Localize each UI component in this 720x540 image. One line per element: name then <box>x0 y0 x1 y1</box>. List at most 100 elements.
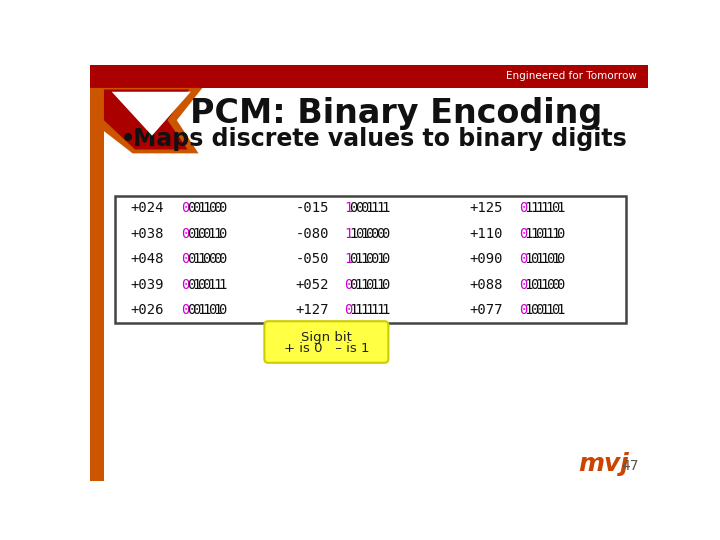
Text: +048: +048 <box>130 252 164 266</box>
Text: 0: 0 <box>546 278 554 292</box>
Text: 0: 0 <box>181 227 190 241</box>
Text: 47: 47 <box>621 459 639 473</box>
Text: 0: 0 <box>186 227 195 241</box>
Text: 1: 1 <box>365 201 374 215</box>
Text: 0: 0 <box>181 303 190 317</box>
Text: 0: 0 <box>213 252 222 266</box>
Text: 1: 1 <box>355 278 363 292</box>
Text: 0: 0 <box>192 201 200 215</box>
Text: +110: +110 <box>469 227 503 241</box>
Text: 1: 1 <box>202 201 211 215</box>
FancyBboxPatch shape <box>114 195 626 323</box>
Text: 0: 0 <box>530 303 539 317</box>
Text: 1: 1 <box>381 303 390 317</box>
Text: 1: 1 <box>371 278 379 292</box>
Text: 0: 0 <box>181 252 190 266</box>
Text: 1: 1 <box>344 227 353 241</box>
Text: 1: 1 <box>197 303 206 317</box>
Text: 1: 1 <box>530 201 539 215</box>
Text: 0: 0 <box>519 278 528 292</box>
Text: +039: +039 <box>130 278 164 292</box>
Polygon shape <box>90 88 202 153</box>
Text: 1: 1 <box>355 252 363 266</box>
Text: 1: 1 <box>541 252 549 266</box>
Text: 0: 0 <box>557 227 564 241</box>
Text: -080: -080 <box>295 227 329 241</box>
Text: 1: 1 <box>213 278 222 292</box>
Text: 1: 1 <box>192 252 200 266</box>
Text: 1: 1 <box>525 201 533 215</box>
Text: 0: 0 <box>218 252 227 266</box>
Text: 1: 1 <box>535 252 544 266</box>
Text: 0: 0 <box>344 303 353 317</box>
Polygon shape <box>104 90 189 150</box>
Text: -050: -050 <box>295 252 329 266</box>
Text: Maps discrete values to binary digits: Maps discrete values to binary digits <box>132 127 626 152</box>
Text: 1: 1 <box>349 303 358 317</box>
Text: 1: 1 <box>208 278 216 292</box>
Text: 0: 0 <box>535 303 544 317</box>
Text: 1: 1 <box>546 201 554 215</box>
Text: 0: 0 <box>381 227 390 241</box>
Text: 0: 0 <box>530 278 539 292</box>
Text: 1: 1 <box>376 303 384 317</box>
Text: 1: 1 <box>546 227 554 241</box>
Text: 1: 1 <box>557 303 564 317</box>
Text: 1: 1 <box>360 278 369 292</box>
Text: 1: 1 <box>197 252 206 266</box>
Text: 1: 1 <box>525 252 533 266</box>
Text: 1: 1 <box>541 278 549 292</box>
Text: 1: 1 <box>371 201 379 215</box>
Text: 0: 0 <box>349 278 358 292</box>
Text: 0: 0 <box>181 201 190 215</box>
Text: 1: 1 <box>546 303 554 317</box>
Text: +052: +052 <box>295 278 329 292</box>
Text: -015: -015 <box>295 201 329 215</box>
Text: 0: 0 <box>355 201 363 215</box>
Text: 1: 1 <box>355 303 363 317</box>
Text: 0: 0 <box>535 227 544 241</box>
Text: 0: 0 <box>202 252 211 266</box>
Text: 0: 0 <box>365 227 374 241</box>
Text: 1: 1 <box>541 227 549 241</box>
Text: 0: 0 <box>355 227 363 241</box>
Text: 0: 0 <box>519 227 528 241</box>
Text: 0: 0 <box>208 303 216 317</box>
Text: 1: 1 <box>371 303 379 317</box>
Text: 1: 1 <box>365 303 374 317</box>
Text: +077: +077 <box>469 303 503 317</box>
Text: 1: 1 <box>202 303 211 317</box>
Text: 0: 0 <box>519 303 528 317</box>
Text: 1: 1 <box>530 227 539 241</box>
Text: 0: 0 <box>197 278 206 292</box>
Text: 0: 0 <box>530 252 539 266</box>
Text: 1: 1 <box>197 201 206 215</box>
Text: 1: 1 <box>218 278 227 292</box>
Text: + is 0   – is 1: + is 0 – is 1 <box>284 342 369 355</box>
Text: 0: 0 <box>551 278 559 292</box>
Text: 1: 1 <box>535 278 544 292</box>
Text: PCM: Binary Encoding: PCM: Binary Encoding <box>190 97 602 130</box>
Bar <box>90 88 104 481</box>
Text: 0: 0 <box>213 201 222 215</box>
Bar <box>90 65 648 88</box>
Text: 1: 1 <box>376 252 384 266</box>
Text: 0: 0 <box>381 278 390 292</box>
Text: 0: 0 <box>349 252 358 266</box>
Text: 1: 1 <box>360 252 369 266</box>
Text: 0: 0 <box>208 201 216 215</box>
Text: 1: 1 <box>525 278 533 292</box>
Text: 0: 0 <box>192 303 200 317</box>
Text: 0: 0 <box>218 227 227 241</box>
Text: Sign bit: Sign bit <box>301 331 352 344</box>
Text: 0: 0 <box>202 278 211 292</box>
Text: 1: 1 <box>557 201 564 215</box>
Text: +038: +038 <box>130 227 164 241</box>
Text: 0: 0 <box>186 201 195 215</box>
Text: 0: 0 <box>208 252 216 266</box>
Text: 1: 1 <box>349 227 358 241</box>
Text: 1: 1 <box>360 227 369 241</box>
Text: 0: 0 <box>557 252 564 266</box>
Text: 0: 0 <box>557 278 564 292</box>
Text: 1: 1 <box>381 201 390 215</box>
